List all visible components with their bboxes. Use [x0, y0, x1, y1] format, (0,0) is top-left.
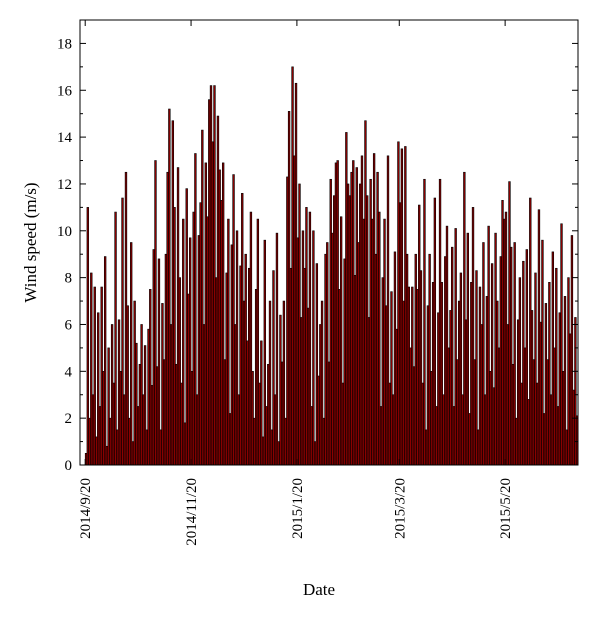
y-tick-label: 10 [57, 224, 72, 240]
y-tick-label: 18 [57, 36, 72, 52]
y-axis-title: Wind speed (m/s) [21, 182, 40, 302]
y-tick-label: 4 [65, 364, 73, 380]
x-tick-label: 2014/9/20 [78, 478, 94, 539]
wind-speed-bar [103, 256, 107, 466]
bars-group [84, 66, 579, 466]
wind-speed-bar [275, 232, 279, 466]
x-tick-label: 2014/11/20 [184, 478, 200, 546]
wind-speed-bar [114, 211, 117, 466]
y-tick-label: 14 [57, 130, 73, 146]
x-axis: 2014/9/20 2014/11/20 2015/1/20 2015/3/20 201… [78, 20, 514, 546]
y-tick-label: 8 [65, 271, 73, 287]
wind-speed-bar [130, 242, 133, 466]
x-tick-label: 2015/5/20 [498, 478, 514, 539]
plot-frame [79, 19, 579, 466]
y-tick-label: 2 [65, 411, 73, 427]
wind-speed-bar [423, 178, 426, 466]
y-tick-label: 6 [65, 317, 73, 333]
y-tick-label: 16 [57, 83, 73, 99]
y-tick-label: 12 [57, 177, 72, 193]
y-tick-label: 0 [65, 458, 73, 474]
x-tick-label: 2015/3/20 [392, 478, 408, 539]
y-axis: 0 2 4 6 8 10 12 14 16 18 [57, 36, 578, 474]
x-axis-title: Date [303, 580, 335, 599]
wind-speed-bar [312, 230, 315, 466]
x-tick-label: 2015/1/20 [290, 478, 306, 539]
